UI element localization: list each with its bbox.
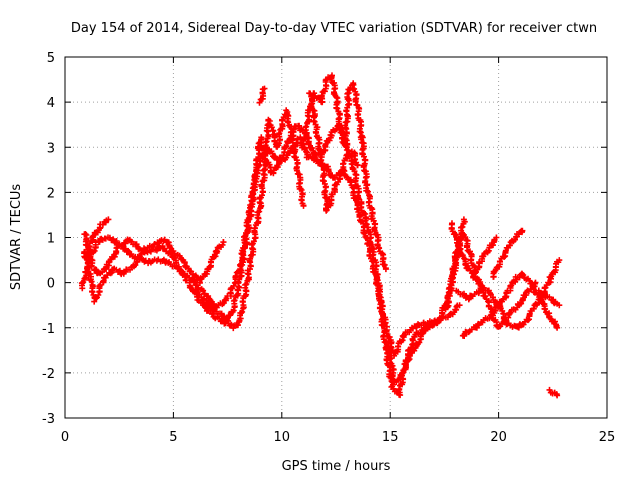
data-point-markers (83, 216, 112, 260)
plot-frame (64, 56, 608, 419)
data-point-markers (459, 270, 561, 339)
series-arc-8 (306, 90, 361, 214)
y-tick-label: 5 (47, 51, 55, 66)
data-point-markers (256, 85, 268, 106)
data-point-markers (490, 227, 526, 280)
series-arc-12 (453, 287, 483, 303)
data-point-markers (546, 386, 561, 399)
x-tick-label: 15 (382, 430, 399, 445)
data-point-markers (453, 287, 483, 303)
tick-labels: 0 5 10 15 20 25 -3 -2 -1 0 1 2 3 4 5 (42, 51, 615, 445)
series-arc-13 (459, 270, 561, 339)
data-point-markers (470, 234, 500, 276)
data-point-markers (192, 107, 307, 332)
x-tick-label: 25 (599, 430, 616, 445)
series-arc-15 (490, 227, 526, 280)
series-arc-17 (535, 287, 563, 309)
series-arc-9 (384, 320, 435, 386)
series-arc-14 (470, 234, 500, 276)
series-arc-5 (192, 107, 307, 332)
series-arc-18 (546, 386, 561, 399)
x-tick-label: 5 (169, 430, 177, 445)
x-tick-label: 0 (61, 430, 69, 445)
y-tick-label: -3 (42, 412, 55, 427)
data-point-markers (535, 287, 563, 309)
x-axis-label: GPS time / hours (282, 459, 391, 474)
y-tick-label: -1 (42, 322, 55, 337)
data-point-markers (81, 236, 227, 305)
data-point-markers (306, 90, 361, 214)
series-arc-16 (494, 279, 539, 330)
y-tick-label: 3 (47, 141, 55, 156)
y-tick-label: 2 (47, 186, 55, 201)
data-marks (78, 72, 563, 399)
y-axis-label: SDTVAR / TECUs (9, 184, 24, 291)
y-tick-label: -2 (42, 367, 55, 382)
series-arc-6 (256, 85, 268, 106)
y-tick-label: 1 (47, 232, 55, 247)
x-tick-label: 20 (490, 430, 507, 445)
y-tick-label: 4 (47, 96, 55, 111)
series-arc-4 (83, 216, 112, 260)
x-tick-label: 10 (274, 430, 291, 445)
data-point-markers (494, 279, 539, 330)
y-tick-label: 0 (47, 277, 55, 292)
data-point-markers (384, 320, 435, 386)
series-arc-3 (81, 236, 227, 305)
chart-title: Day 154 of 2014, Sidereal Day-to-day VTE… (71, 21, 597, 36)
